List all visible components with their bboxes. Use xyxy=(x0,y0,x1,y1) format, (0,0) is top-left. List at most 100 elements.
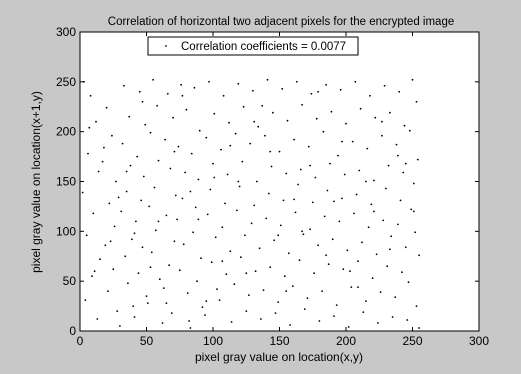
data-point xyxy=(408,129,411,132)
data-point xyxy=(313,272,315,275)
data-point xyxy=(330,110,333,113)
data-point xyxy=(299,168,302,171)
data-point xyxy=(289,324,291,326)
data-point xyxy=(252,89,254,92)
data-point xyxy=(214,236,217,239)
y-tick-label: 250 xyxy=(56,75,76,89)
data-point xyxy=(258,247,261,250)
data-point xyxy=(270,165,273,168)
data-point xyxy=(156,104,159,107)
data-point xyxy=(157,220,160,223)
data-point xyxy=(317,244,319,247)
data-point xyxy=(389,248,391,251)
data-point xyxy=(149,131,152,134)
legend: Correlation coefficients = 0.0077 xyxy=(147,36,359,56)
data-point xyxy=(381,120,383,123)
data-point xyxy=(149,266,152,269)
data-point xyxy=(119,325,121,327)
data-point xyxy=(108,202,111,205)
data-point xyxy=(309,228,311,231)
data-point xyxy=(162,287,165,289)
data-point xyxy=(321,290,323,292)
data-point xyxy=(382,219,385,222)
data-point xyxy=(89,94,92,97)
data-point xyxy=(256,180,258,183)
data-point xyxy=(373,210,375,213)
data-point xyxy=(178,269,181,272)
data-point xyxy=(132,305,135,307)
data-point xyxy=(399,199,402,202)
data-point xyxy=(161,322,164,324)
data-point xyxy=(141,100,144,103)
data-point xyxy=(226,173,229,176)
data-point xyxy=(362,311,365,313)
data-point xyxy=(337,154,339,157)
data-point xyxy=(228,121,230,124)
data-point xyxy=(157,159,160,162)
data-point xyxy=(418,254,420,257)
data-point xyxy=(381,134,383,137)
data-point xyxy=(209,188,212,191)
data-point xyxy=(153,186,156,189)
data-point xyxy=(260,318,262,320)
data-point xyxy=(216,288,218,290)
data-point xyxy=(394,296,397,298)
legend-label: Correlation coefficients = 0.0077 xyxy=(181,41,346,53)
data-point xyxy=(238,185,241,188)
scatter-points xyxy=(81,78,420,329)
data-point xyxy=(177,145,180,148)
data-point xyxy=(224,202,226,205)
data-point xyxy=(189,327,192,329)
data-point xyxy=(133,316,136,318)
data-point xyxy=(414,231,417,234)
data-point xyxy=(345,122,347,125)
data-point xyxy=(370,203,373,206)
x-axis-label: pixel gray value on location(x,y) xyxy=(195,350,363,364)
data-point xyxy=(357,260,359,263)
data-point xyxy=(287,252,290,255)
data-point xyxy=(357,286,359,288)
data-point xyxy=(347,326,350,328)
data-point xyxy=(342,268,345,271)
data-point xyxy=(310,92,313,95)
data-point xyxy=(193,86,196,89)
data-point xyxy=(264,134,266,137)
data-point xyxy=(105,106,108,109)
data-point xyxy=(371,277,374,280)
data-point xyxy=(166,92,169,95)
data-point xyxy=(229,250,232,253)
data-point xyxy=(249,142,252,145)
data-point xyxy=(169,167,172,170)
data-point xyxy=(404,162,407,165)
x-tick-label: 50 xyxy=(140,334,154,348)
data-point xyxy=(140,199,143,202)
data-point xyxy=(133,232,136,235)
data-point xyxy=(93,270,96,273)
data-point xyxy=(354,80,357,83)
data-point xyxy=(331,238,334,241)
data-point xyxy=(242,105,245,108)
y-axis-ticks: 0 50 100 150 200 250 300 xyxy=(56,25,479,338)
data-point xyxy=(418,327,420,329)
data-point xyxy=(96,318,99,320)
data-point xyxy=(341,140,343,143)
data-point xyxy=(87,152,89,155)
data-point xyxy=(397,154,399,157)
data-point xyxy=(112,268,115,271)
data-point xyxy=(311,201,314,204)
y-tick-label: 100 xyxy=(56,224,76,238)
data-point xyxy=(152,78,155,81)
data-point xyxy=(124,255,127,258)
data-point xyxy=(323,215,326,218)
data-point xyxy=(240,256,242,259)
data-point xyxy=(322,130,325,133)
data-point xyxy=(237,180,240,183)
data-point xyxy=(402,171,405,174)
data-point xyxy=(208,80,210,83)
data-point xyxy=(201,306,204,308)
data-point xyxy=(390,235,393,238)
data-point xyxy=(194,206,197,209)
data-point xyxy=(274,312,277,314)
data-point xyxy=(343,173,346,176)
data-point xyxy=(318,320,321,322)
